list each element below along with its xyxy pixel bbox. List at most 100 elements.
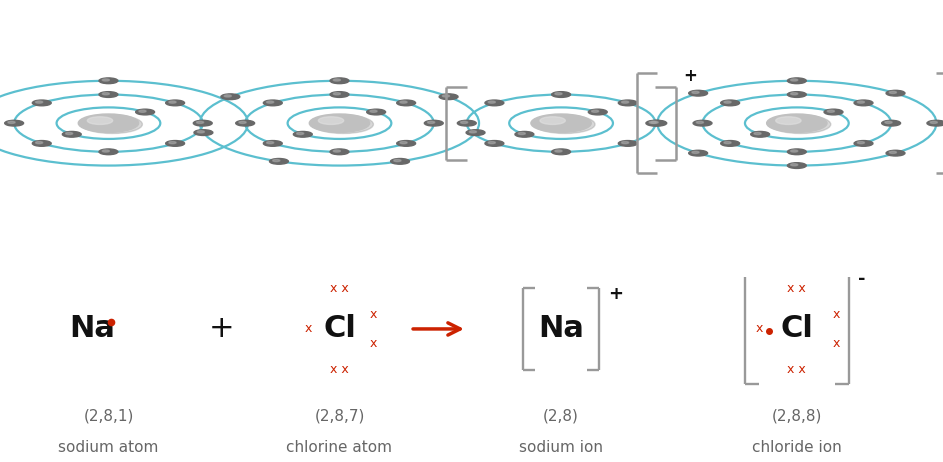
- Circle shape: [619, 140, 637, 146]
- Circle shape: [540, 117, 565, 124]
- Circle shape: [166, 100, 185, 106]
- Circle shape: [886, 150, 905, 156]
- Text: Na: Na: [70, 315, 115, 343]
- Circle shape: [692, 91, 699, 93]
- Circle shape: [102, 150, 109, 152]
- Circle shape: [488, 101, 495, 103]
- Circle shape: [485, 140, 504, 146]
- Text: x: x: [833, 308, 840, 321]
- Circle shape: [535, 115, 595, 134]
- Circle shape: [720, 140, 739, 146]
- Circle shape: [787, 149, 806, 155]
- Text: x x: x x: [330, 282, 349, 295]
- Text: x: x: [370, 308, 377, 321]
- Text: x x: x x: [787, 363, 806, 376]
- Circle shape: [427, 122, 435, 123]
- Circle shape: [400, 141, 407, 144]
- Text: Cl: Cl: [323, 315, 356, 343]
- Text: sodium ion: sodium ion: [519, 440, 604, 455]
- Circle shape: [5, 120, 24, 126]
- Text: +: +: [208, 315, 235, 343]
- Circle shape: [102, 79, 109, 81]
- Circle shape: [333, 93, 340, 95]
- Circle shape: [102, 93, 109, 95]
- Circle shape: [621, 141, 629, 144]
- Circle shape: [651, 122, 658, 123]
- Text: (2,8,1): (2,8,1): [83, 408, 134, 423]
- Circle shape: [99, 149, 118, 155]
- Circle shape: [424, 120, 443, 126]
- Text: (2,8): (2,8): [543, 408, 579, 423]
- Circle shape: [790, 93, 798, 95]
- Circle shape: [270, 158, 289, 164]
- Circle shape: [531, 114, 591, 132]
- Text: x x: x x: [787, 282, 806, 295]
- Circle shape: [460, 122, 468, 123]
- Circle shape: [770, 115, 831, 134]
- Circle shape: [313, 115, 373, 134]
- Circle shape: [552, 149, 571, 155]
- Circle shape: [720, 100, 739, 106]
- Circle shape: [221, 94, 240, 100]
- Circle shape: [688, 91, 707, 96]
- Circle shape: [787, 78, 806, 84]
- Circle shape: [854, 140, 873, 146]
- Circle shape: [88, 117, 112, 124]
- Circle shape: [754, 133, 761, 134]
- Circle shape: [646, 120, 665, 126]
- Circle shape: [293, 132, 312, 137]
- Circle shape: [333, 79, 340, 81]
- Text: Na: Na: [538, 315, 584, 343]
- Circle shape: [139, 110, 146, 112]
- Text: Cl: Cl: [781, 315, 813, 343]
- Circle shape: [857, 101, 865, 103]
- Circle shape: [692, 151, 699, 153]
- Circle shape: [267, 141, 273, 144]
- Text: chloride ion: chloride ion: [752, 440, 842, 455]
- Circle shape: [776, 117, 801, 124]
- Circle shape: [466, 130, 485, 135]
- Circle shape: [688, 150, 707, 156]
- Circle shape: [309, 114, 370, 132]
- Circle shape: [889, 151, 897, 153]
- Circle shape: [297, 133, 304, 134]
- Circle shape: [99, 78, 118, 84]
- Circle shape: [827, 110, 835, 112]
- Circle shape: [824, 109, 843, 115]
- Circle shape: [62, 132, 81, 137]
- Circle shape: [197, 131, 205, 133]
- Circle shape: [930, 122, 937, 123]
- Text: -: -: [858, 270, 866, 288]
- Circle shape: [790, 164, 798, 166]
- Circle shape: [787, 163, 806, 169]
- Circle shape: [330, 91, 349, 97]
- Circle shape: [273, 159, 280, 162]
- Circle shape: [854, 100, 873, 106]
- Circle shape: [554, 150, 562, 152]
- Circle shape: [621, 101, 629, 103]
- Circle shape: [519, 133, 525, 134]
- Circle shape: [889, 91, 897, 93]
- Circle shape: [470, 131, 476, 133]
- Circle shape: [330, 149, 349, 155]
- Text: x: x: [305, 322, 312, 335]
- Circle shape: [370, 110, 377, 112]
- Circle shape: [239, 122, 246, 123]
- Circle shape: [619, 100, 637, 106]
- Circle shape: [319, 117, 343, 124]
- Circle shape: [588, 109, 607, 115]
- Circle shape: [515, 132, 534, 137]
- Text: +: +: [684, 67, 698, 85]
- Circle shape: [193, 120, 212, 126]
- Circle shape: [554, 93, 562, 95]
- Circle shape: [485, 100, 504, 106]
- Circle shape: [263, 140, 282, 146]
- Circle shape: [790, 79, 798, 81]
- Circle shape: [78, 114, 139, 132]
- Circle shape: [649, 122, 656, 123]
- Circle shape: [400, 101, 407, 103]
- Text: x: x: [833, 337, 840, 350]
- Circle shape: [394, 159, 401, 162]
- Circle shape: [32, 140, 51, 146]
- Circle shape: [787, 91, 806, 97]
